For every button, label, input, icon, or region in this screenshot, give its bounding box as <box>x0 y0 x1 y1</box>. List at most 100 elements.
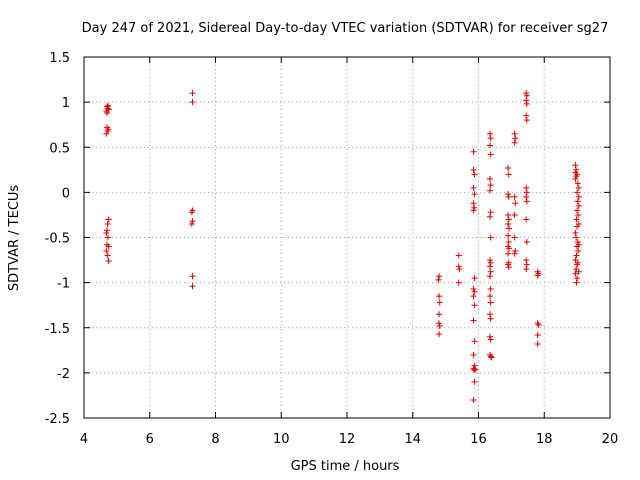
data-point <box>511 250 518 257</box>
data-point <box>573 252 580 259</box>
data-point <box>505 261 512 268</box>
data-point <box>188 209 195 216</box>
data-point <box>505 193 512 200</box>
data-point <box>487 151 494 158</box>
data-point <box>574 180 581 187</box>
data-point <box>470 184 477 191</box>
x-tick-label: 18 <box>536 432 553 447</box>
data-point <box>574 189 581 196</box>
x-tick-label: 14 <box>404 432 421 447</box>
data-point <box>575 248 582 255</box>
data-point <box>575 193 582 200</box>
data-point <box>455 279 462 286</box>
y-tick-label: -2.5 <box>45 412 70 427</box>
data-point <box>487 315 494 322</box>
data-point <box>104 252 111 259</box>
data-point <box>573 266 580 273</box>
data-point <box>189 283 196 290</box>
data-point <box>487 187 494 194</box>
data-point <box>487 336 494 343</box>
data-point <box>505 250 512 257</box>
data-point <box>471 338 478 345</box>
data-point <box>574 207 581 214</box>
x-tick-labels: 4 6 8 10 12 14 16 18 20 <box>80 432 618 447</box>
data-point <box>512 200 519 207</box>
data-point <box>471 275 478 282</box>
y-tick-label: -1.5 <box>45 322 70 337</box>
data-point <box>523 193 530 200</box>
x-tick-label: 20 <box>602 432 619 447</box>
data-point <box>574 259 581 266</box>
data-point <box>471 302 478 309</box>
data-point <box>436 311 443 318</box>
y-tick-label: 1.5 <box>49 51 70 66</box>
data-point <box>470 351 477 358</box>
data-point <box>436 293 443 300</box>
data-point <box>103 248 110 255</box>
data-point <box>534 340 541 347</box>
y-tick-labels: -2.5 -2 -1.5 -1 -0.5 0 0.5 1 1.5 <box>45 51 70 427</box>
y-tick-label: 1 <box>62 96 70 111</box>
data-point <box>470 293 477 300</box>
data-point <box>487 234 494 241</box>
data-point <box>436 331 443 338</box>
data-point <box>189 90 196 97</box>
data-point <box>535 322 542 329</box>
y-tick-label: 0 <box>62 186 70 201</box>
data-point <box>189 218 196 225</box>
y-tick-label: -2 <box>57 367 70 382</box>
data-point <box>511 130 518 137</box>
data-point <box>188 220 195 227</box>
data-point <box>104 227 111 234</box>
data-point <box>436 322 443 329</box>
data-point <box>104 220 111 227</box>
data-point <box>471 378 478 385</box>
data-point <box>487 142 494 149</box>
data-point <box>487 293 494 300</box>
data-point <box>575 202 582 209</box>
x-tick-label: 8 <box>211 432 219 447</box>
data-point <box>573 234 580 241</box>
data-point <box>487 259 494 266</box>
data-point <box>575 184 582 191</box>
data-point <box>487 175 494 182</box>
data-point <box>523 112 530 119</box>
data-point <box>523 239 530 246</box>
data-point <box>103 130 110 137</box>
x-tick-label: 12 <box>339 432 356 447</box>
y-tick-label: -0.5 <box>45 232 70 247</box>
data-point <box>505 232 512 239</box>
x-tick-label: 4 <box>80 432 88 447</box>
data-point <box>471 367 478 374</box>
data-point <box>487 209 494 216</box>
data-point <box>574 223 581 230</box>
data-point <box>470 285 477 292</box>
data-point <box>511 193 518 200</box>
data-point <box>472 366 479 373</box>
data-point <box>470 396 477 403</box>
data-point <box>534 272 541 279</box>
data-point <box>523 97 530 104</box>
data-point <box>105 216 112 223</box>
data-point <box>436 320 443 327</box>
y-axis-label: SDTVAR / TECUs <box>7 185 22 292</box>
data-point <box>471 171 478 178</box>
data-point <box>105 243 112 250</box>
data-point <box>574 198 581 205</box>
data-point <box>505 216 512 223</box>
data-point <box>104 102 111 109</box>
data-point <box>574 243 581 250</box>
data-point <box>505 165 512 172</box>
data-point <box>575 268 582 275</box>
data-point <box>505 220 512 227</box>
data-point <box>511 234 518 241</box>
x-axis-label: GPS time / hours <box>291 459 400 474</box>
data-point <box>103 229 110 236</box>
data-point <box>506 225 513 232</box>
data-point <box>487 263 494 270</box>
chart-title: Day 247 of 2021, Sidereal Day-to-day VTE… <box>82 21 609 36</box>
data-point <box>104 234 111 241</box>
data-point <box>512 135 519 142</box>
data-point <box>572 270 579 277</box>
